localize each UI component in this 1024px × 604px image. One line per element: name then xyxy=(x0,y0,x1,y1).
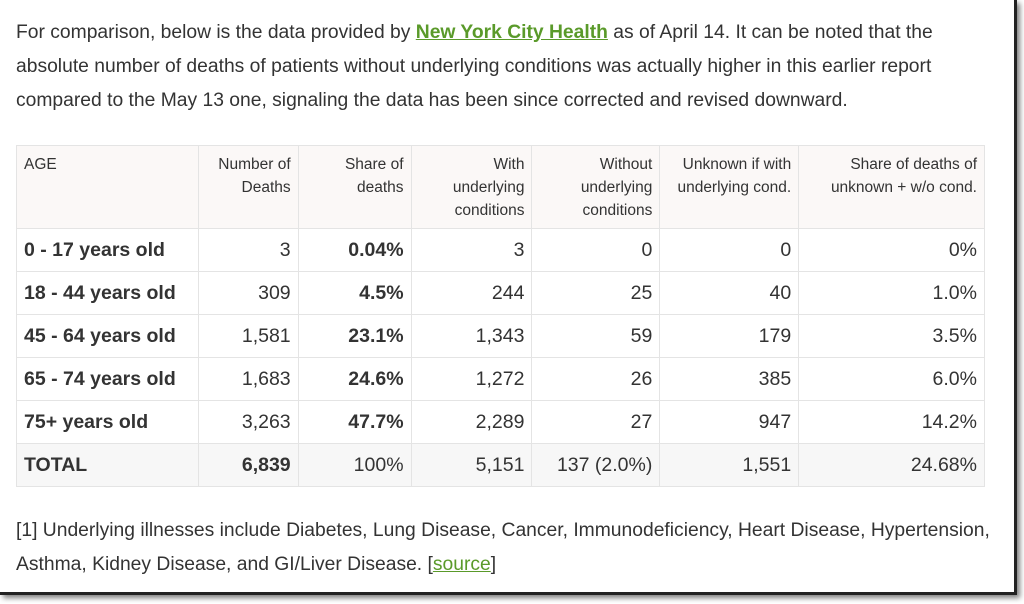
article-frame: For comparison, below is the data provid… xyxy=(0,0,1017,595)
column-header: Unknown if with underlying cond. xyxy=(659,145,800,229)
table-cell: 24.6% xyxy=(297,357,412,401)
table-cell: 25 xyxy=(531,271,661,315)
table-cell: 137 (2.0%) xyxy=(531,443,661,487)
table-cell: 45 - 64 years old xyxy=(16,314,199,358)
table-cell: 244 xyxy=(410,271,533,315)
table-row: 65 - 74 years old 1,683 24.6% 1,272 26 385 6.0… xyxy=(16,357,985,401)
table-cell: 1,551 xyxy=(659,443,800,487)
footnote: [1] Underlying illnesses include Diabete… xyxy=(16,514,996,582)
nyc-health-link[interactable]: New York City Health xyxy=(415,22,608,43)
table-cell: 3 xyxy=(410,228,533,272)
table-cell: 59 xyxy=(531,314,661,358)
table-cell: 385 xyxy=(659,357,800,401)
table-row: 0 - 17 years old 3 0.04% 3 0 0 0% xyxy=(16,228,985,272)
table-cell: TOTAL xyxy=(16,443,199,487)
table-cell: 0 - 17 years old xyxy=(16,228,199,272)
table-cell: 0 xyxy=(531,228,661,272)
table-cell: 947 xyxy=(659,400,800,444)
table-cell: 65 - 74 years old xyxy=(16,357,199,401)
table-cell: 0 xyxy=(659,228,800,272)
table-cell: 0.04% xyxy=(297,228,412,272)
table-cell: 47.7% xyxy=(297,400,412,444)
table-cell: 5,151 xyxy=(410,443,533,487)
table-cell: 3.5% xyxy=(798,314,985,358)
column-header: AGE xyxy=(16,145,199,229)
table-cell: 40 xyxy=(659,271,800,315)
table-cell: 179 xyxy=(659,314,800,358)
table-cell: 2,289 xyxy=(410,400,533,444)
table-cell: 14.2% xyxy=(798,400,985,444)
table-cell: 309 xyxy=(197,271,299,315)
table-cell: 24.68% xyxy=(798,443,985,487)
column-header: Without underlying conditions xyxy=(531,145,661,229)
total-row: TOTAL 6,839 100% 5,151 137 (2.0%) 1,551 24.68% xyxy=(16,443,985,487)
table-cell: 3 xyxy=(197,228,299,272)
column-header: With underlying conditions xyxy=(410,145,533,229)
table-cell: 1,581 xyxy=(197,314,299,358)
table-cell: 4.5% xyxy=(297,271,412,315)
table-cell: 1,343 xyxy=(410,314,533,358)
table-cell: 3,263 xyxy=(197,400,299,444)
intro-text-after: as of April 14. It can be noted that the… xyxy=(16,22,933,111)
table-cell: 27 xyxy=(531,400,661,444)
table-row: 45 - 64 years old 1,581 23.1% 1,343 59 179 3.5… xyxy=(16,314,985,358)
deaths-table: AGE Number of Deaths Share of deaths With u… xyxy=(16,145,985,487)
table-cell: 6.0% xyxy=(798,357,985,401)
table-row: 75+ years old 3,263 47.7% 2,289 27 947 14.2% xyxy=(16,400,985,444)
table-cell: 1.0% xyxy=(798,271,985,315)
table-cell: 1,683 xyxy=(197,357,299,401)
table-cell: 18 - 44 years old xyxy=(16,271,199,315)
intro-paragraph: For comparison, below is the data provid… xyxy=(16,16,996,118)
table-cell: 23.1% xyxy=(297,314,412,358)
table-cell: 100% xyxy=(297,443,412,487)
intro-text: For comparison, below is the data provid… xyxy=(16,22,416,43)
source-link[interactable]: source xyxy=(432,554,491,575)
column-header: Share of deaths of unknown + w/o cond. xyxy=(798,145,985,229)
table-cell: 75+ years old xyxy=(16,400,199,444)
column-header: Share of deaths xyxy=(297,145,412,229)
footnote-text: [1] Underlying illnesses include Diabete… xyxy=(16,520,990,575)
footnote-end: ] xyxy=(490,554,497,575)
table-cell: 1,272 xyxy=(410,357,533,401)
table-cell: 26 xyxy=(531,357,661,401)
table-row: 18 - 44 years old 309 4.5% 244 25 40 1.0% xyxy=(16,271,985,315)
table-cell: 0% xyxy=(798,228,985,272)
column-header: Number of Deaths xyxy=(197,145,299,229)
header-row: AGE Number of Deaths Share of deaths With u… xyxy=(16,145,985,229)
table-cell: 6,839 xyxy=(197,443,299,487)
